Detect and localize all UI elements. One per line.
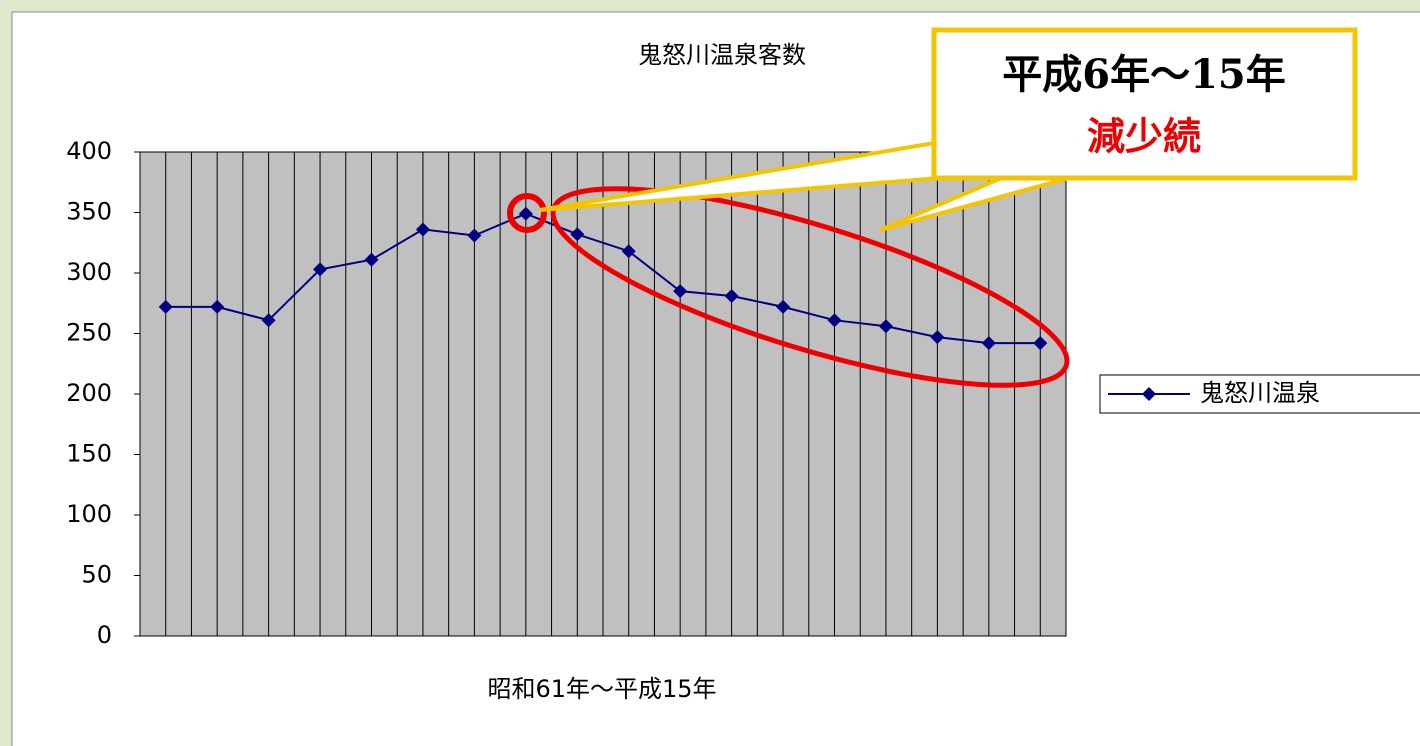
y-tick-label: 300: [66, 258, 112, 286]
chart-title: 鬼怒川温泉客数: [638, 41, 806, 69]
y-tick-label: 100: [66, 500, 112, 528]
callout-title: 平成6年～15年: [1002, 51, 1286, 98]
highlight-circle: [507, 193, 547, 233]
data-point: [878, 319, 893, 334]
data-point: [467, 228, 482, 243]
data-point: [1033, 336, 1048, 351]
data-point: [930, 330, 945, 345]
y-tick-label: 50: [81, 561, 112, 589]
data-point: [158, 299, 173, 314]
data-point: [364, 252, 379, 267]
data-point: [827, 313, 842, 328]
data-point: [724, 288, 739, 303]
data-point: [570, 227, 585, 242]
y-tick-label: 0: [97, 621, 112, 649]
data-point: [210, 299, 225, 314]
data-point: [415, 222, 430, 237]
legend-marker: [1142, 387, 1156, 401]
callout-box: [931, 27, 1358, 181]
data-point: [313, 262, 328, 277]
y-tick-label: 350: [66, 198, 112, 226]
y-tick-label: 400: [66, 137, 112, 165]
y-tick-label: 150: [66, 440, 112, 468]
y-tick-label: 200: [66, 379, 112, 407]
data-point: [518, 206, 533, 221]
series-line: [165, 212, 1041, 345]
data-point: [981, 336, 996, 351]
data-point: [673, 284, 688, 299]
data-point: [261, 313, 276, 328]
callout-text: 減少続: [1087, 114, 1201, 159]
plot: 0 50 100 150 200 250 300 350 400: [66, 137, 1067, 649]
legend-label: 鬼怒川温泉: [1200, 379, 1320, 407]
y-tick-label: 250: [66, 319, 112, 347]
data-point: [621, 244, 636, 259]
x-axis-label: 昭和61年～平成15年: [487, 675, 716, 703]
data-point: [776, 299, 791, 314]
